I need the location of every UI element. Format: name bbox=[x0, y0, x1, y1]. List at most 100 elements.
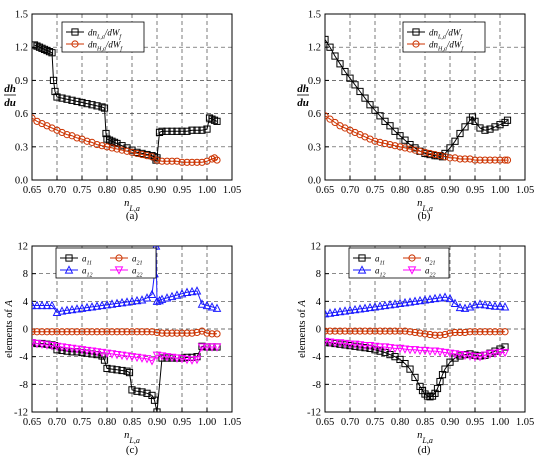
x-axis-label: nL,a bbox=[124, 430, 140, 445]
y-axis-label: elements of A bbox=[4, 300, 15, 358]
data-point bbox=[438, 371, 447, 379]
data-point bbox=[155, 128, 164, 137]
data-point bbox=[470, 353, 480, 362]
data-point bbox=[62, 344, 72, 353]
y-tick-label: 12 bbox=[311, 242, 322, 253]
data-point bbox=[143, 389, 151, 397]
data-point bbox=[411, 373, 419, 382]
data-point bbox=[351, 342, 359, 350]
data-point bbox=[385, 344, 395, 353]
data-point bbox=[430, 347, 440, 356]
legend-marker bbox=[115, 254, 123, 262]
data-point bbox=[340, 306, 350, 315]
data-point bbox=[118, 328, 126, 336]
legend-label: a11 bbox=[375, 254, 385, 267]
data-point bbox=[53, 93, 61, 101]
data-point bbox=[168, 127, 176, 135]
x-tick-label: 0.65 bbox=[23, 185, 41, 196]
data-point bbox=[401, 144, 409, 152]
data-point bbox=[123, 367, 131, 375]
x-tick-label: 0.85 bbox=[123, 417, 141, 428]
data-point bbox=[470, 299, 480, 309]
data-point bbox=[132, 353, 142, 363]
data-point bbox=[440, 348, 450, 358]
data-point bbox=[406, 145, 414, 153]
data-point bbox=[456, 129, 464, 138]
data-point bbox=[188, 329, 196, 337]
data-point bbox=[132, 295, 142, 305]
data-point bbox=[451, 328, 459, 337]
data-point bbox=[356, 343, 364, 351]
data-point bbox=[466, 328, 474, 336]
x-tick-label: 0.75 bbox=[73, 417, 91, 428]
data-point bbox=[370, 302, 380, 311]
legend-label: dnH,a/dWf bbox=[88, 40, 123, 53]
data-point bbox=[168, 329, 176, 337]
data-point bbox=[486, 125, 494, 133]
data-point bbox=[391, 327, 399, 335]
data-point bbox=[198, 126, 206, 134]
series-square bbox=[325, 338, 509, 401]
x-tick-label: 0.90 bbox=[441, 185, 459, 196]
data-point bbox=[400, 345, 410, 354]
data-point bbox=[163, 329, 171, 337]
data-point bbox=[178, 329, 186, 337]
data-point bbox=[330, 339, 340, 348]
y-tick-label: -12 bbox=[14, 408, 28, 419]
data-point bbox=[365, 302, 375, 312]
data-point bbox=[325, 112, 329, 120]
x-tick-label: 0.65 bbox=[316, 417, 334, 428]
data-point bbox=[361, 94, 369, 102]
y-tick-label: -8 bbox=[312, 380, 321, 391]
series-line bbox=[34, 44, 218, 162]
data-point bbox=[51, 87, 59, 96]
series-line bbox=[32, 330, 217, 335]
series-triangle-down bbox=[325, 337, 510, 362]
y-tick-label: 12 bbox=[18, 242, 29, 253]
data-point bbox=[125, 368, 134, 377]
data-point bbox=[97, 300, 107, 310]
data-point bbox=[481, 328, 489, 336]
legend-marker bbox=[412, 40, 420, 48]
data-point bbox=[395, 344, 405, 354]
data-point bbox=[503, 116, 512, 124]
legend-marker bbox=[408, 254, 416, 262]
data-point bbox=[371, 137, 379, 145]
data-point bbox=[360, 342, 370, 351]
data-point bbox=[103, 364, 111, 373]
data-point bbox=[396, 355, 404, 364]
legend-label: a12 bbox=[375, 266, 386, 279]
data-point bbox=[182, 355, 192, 365]
data-point bbox=[491, 123, 499, 131]
data-point bbox=[202, 343, 212, 352]
data-point bbox=[410, 346, 420, 355]
data-point bbox=[158, 127, 166, 135]
panel-caption: (a) bbox=[126, 210, 139, 222]
data-point bbox=[471, 328, 479, 336]
data-point bbox=[471, 156, 479, 164]
data-point bbox=[451, 137, 459, 145]
data-point bbox=[73, 97, 81, 106]
data-point bbox=[158, 354, 166, 362]
x-tick-label: 1.00 bbox=[491, 417, 509, 428]
data-point bbox=[158, 329, 166, 337]
data-point bbox=[152, 351, 162, 361]
data-point bbox=[83, 328, 91, 336]
x-tick-label: 0.90 bbox=[441, 417, 459, 428]
x-tick-label: 1.00 bbox=[491, 185, 509, 196]
x-tick-label: 0.75 bbox=[73, 185, 91, 196]
data-point bbox=[93, 328, 101, 336]
data-point bbox=[172, 354, 182, 363]
series-circle bbox=[32, 327, 221, 338]
data-point bbox=[87, 302, 97, 311]
data-point bbox=[375, 343, 385, 352]
data-point bbox=[391, 127, 399, 135]
data-point bbox=[475, 299, 485, 308]
x-tick-label: 0.75 bbox=[366, 185, 384, 196]
data-point bbox=[213, 330, 221, 338]
data-point bbox=[67, 304, 77, 314]
data-point bbox=[490, 349, 500, 359]
data-point bbox=[366, 101, 374, 109]
